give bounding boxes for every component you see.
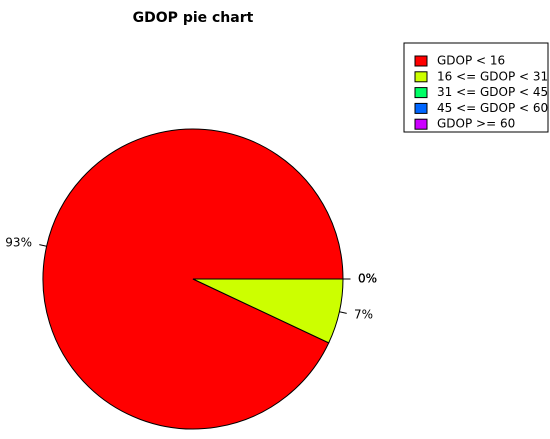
legend-label: 45 <= GDOP < 60 — [437, 101, 548, 115]
label-tick — [39, 244, 47, 247]
legend-label: GDOP >= 60 — [437, 117, 515, 131]
legend-swatch — [414, 118, 428, 130]
legend-swatch — [414, 87, 428, 99]
label-tick — [339, 311, 347, 314]
legend-label: GDOP < 16 — [437, 54, 505, 68]
legend-box — [403, 42, 549, 133]
slice-label: 0% — [358, 272, 377, 286]
legend-label: 16 <= GDOP < 31 — [437, 69, 548, 83]
slice-label: 0% — [358, 272, 377, 286]
slice-label: 93% — [5, 236, 32, 250]
legend-label: 31 <= GDOP < 45 — [437, 85, 548, 99]
legend-swatch — [414, 55, 428, 67]
legend-swatch — [414, 71, 428, 83]
chart-title: GDOP pie chart — [133, 10, 254, 26]
slice-label: 0% — [358, 272, 377, 286]
legend-swatch — [414, 102, 428, 114]
slice-label: 7% — [354, 307, 373, 321]
